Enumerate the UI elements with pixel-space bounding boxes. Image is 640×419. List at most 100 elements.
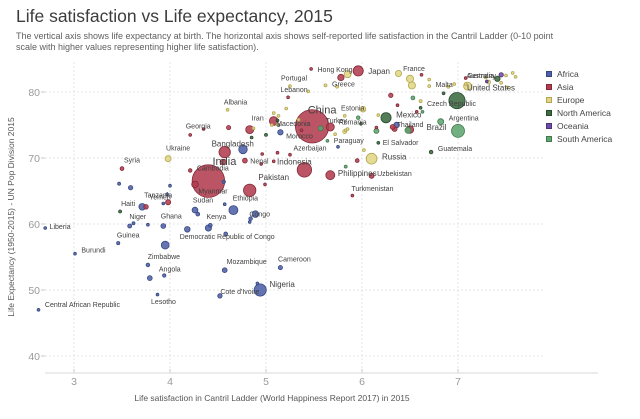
data-point[interactable]: [427, 84, 432, 88]
data-point[interactable]: [275, 122, 280, 127]
data-point[interactable]: [365, 152, 378, 165]
data-point[interactable]: [147, 275, 153, 281]
data-point[interactable]: [323, 83, 328, 88]
data-point[interactable]: [336, 145, 340, 149]
data-point[interactable]: [494, 75, 501, 82]
data-point[interactable]: [299, 128, 304, 133]
legend-item-north-america[interactable]: North America: [546, 106, 612, 119]
data-point[interactable]: [446, 84, 451, 89]
data-point[interactable]: [368, 172, 375, 179]
data-point[interactable]: [483, 75, 488, 80]
data-point[interactable]: [143, 204, 149, 210]
data-point[interactable]: [395, 103, 400, 107]
data-point[interactable]: [275, 150, 280, 155]
data-point[interactable]: [418, 99, 423, 104]
data-point[interactable]: [117, 181, 121, 186]
data-point[interactable]: [451, 123, 465, 138]
data-point[interactable]: [219, 158, 226, 166]
data-point[interactable]: [208, 223, 213, 228]
data-point[interactable]: [259, 162, 264, 166]
data-point[interactable]: [296, 117, 301, 122]
data-point[interactable]: [499, 81, 504, 85]
data-point[interactable]: [359, 121, 363, 126]
data-point[interactable]: [225, 108, 230, 112]
data-point[interactable]: [404, 126, 412, 134]
data-point[interactable]: [337, 73, 345, 82]
data-point[interactable]: [325, 170, 336, 181]
data-point[interactable]: [275, 118, 280, 123]
data-point[interactable]: [343, 70, 352, 79]
data-point[interactable]: [160, 240, 170, 250]
data-point[interactable]: [277, 265, 283, 271]
data-point[interactable]: [243, 183, 257, 197]
data-point[interactable]: [242, 157, 248, 164]
data-point[interactable]: [260, 152, 265, 156]
data-point[interactable]: [325, 139, 330, 143]
data-point[interactable]: [128, 185, 134, 191]
data-point[interactable]: [513, 75, 518, 79]
data-point[interactable]: [296, 162, 312, 178]
data-point[interactable]: [116, 241, 121, 246]
data-point[interactable]: [251, 210, 260, 218]
data-point[interactable]: [253, 283, 267, 297]
data-point[interactable]: [188, 133, 193, 137]
legend-item-asia[interactable]: Asia: [546, 80, 612, 93]
data-point[interactable]: [269, 123, 274, 127]
data-point[interactable]: [146, 222, 150, 227]
legend-item-south-america[interactable]: South America: [546, 132, 612, 145]
data-point[interactable]: [191, 180, 199, 189]
data-point[interactable]: [427, 77, 432, 82]
data-point[interactable]: [418, 106, 423, 110]
data-point[interactable]: [218, 146, 231, 159]
data-point[interactable]: [165, 199, 172, 206]
data-point[interactable]: [284, 106, 289, 111]
data-point[interactable]: [43, 226, 47, 230]
data-point[interactable]: [410, 95, 416, 101]
data-point[interactable]: [362, 148, 366, 152]
data-point[interactable]: [306, 89, 311, 94]
data-point[interactable]: [342, 114, 347, 118]
data-point[interactable]: [389, 124, 396, 130]
data-point[interactable]: [195, 211, 201, 217]
data-point[interactable]: [119, 166, 125, 171]
data-point[interactable]: [463, 82, 468, 86]
data-point[interactable]: [388, 92, 394, 98]
data-point[interactable]: [484, 79, 489, 84]
data-point[interactable]: [359, 105, 367, 113]
data-point[interactable]: [226, 125, 232, 131]
data-point[interactable]: [288, 152, 292, 157]
data-point[interactable]: [356, 115, 361, 120]
data-point[interactable]: [127, 223, 133, 229]
legend-item-oceania[interactable]: Oceania: [546, 119, 612, 132]
data-point[interactable]: [221, 179, 226, 184]
data-point[interactable]: [221, 267, 228, 274]
data-point[interactable]: [222, 202, 227, 207]
legend-item-europe[interactable]: Europe: [546, 93, 612, 106]
data-point[interactable]: [335, 84, 339, 89]
data-point[interactable]: [463, 76, 468, 80]
data-point[interactable]: [345, 127, 350, 131]
data-point[interactable]: [333, 132, 337, 137]
data-point[interactable]: [288, 84, 292, 88]
data-point[interactable]: [286, 95, 290, 100]
data-point[interactable]: [118, 209, 122, 214]
data-point[interactable]: [414, 110, 419, 114]
data-point[interactable]: [504, 73, 508, 78]
data-point[interactable]: [380, 112, 392, 124]
data-point[interactable]: [165, 192, 169, 197]
data-point[interactable]: [441, 91, 446, 96]
data-point[interactable]: [164, 155, 172, 163]
data-point[interactable]: [452, 82, 457, 86]
data-point[interactable]: [251, 126, 256, 131]
data-point[interactable]: [271, 111, 276, 115]
data-point[interactable]: [255, 281, 260, 286]
data-point[interactable]: [238, 144, 248, 155]
data-point[interactable]: [448, 92, 466, 110]
data-point[interactable]: [420, 110, 425, 114]
data-point[interactable]: [168, 183, 172, 188]
data-point[interactable]: [407, 81, 416, 90]
data-point[interactable]: [217, 293, 223, 299]
data-point[interactable]: [73, 251, 77, 256]
data-point[interactable]: [277, 129, 284, 136]
data-point[interactable]: [162, 273, 167, 278]
